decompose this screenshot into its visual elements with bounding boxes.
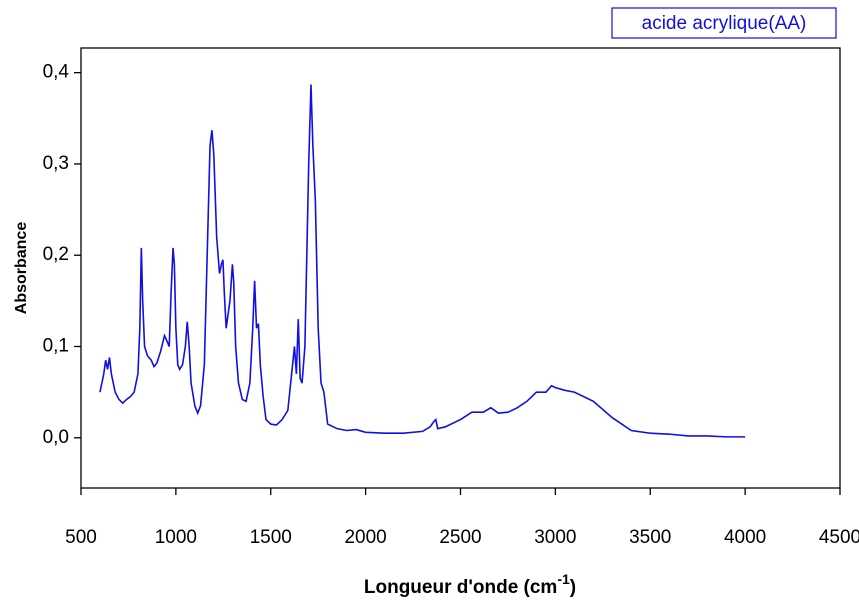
x-tick-label: 1000 [155, 527, 197, 548]
x-tick-label: 500 [65, 527, 97, 548]
legend-label: acide acrylique(AA) [642, 13, 807, 34]
y-axis-label: Absorbance [13, 222, 30, 315]
y-tick-label: 0,0 [43, 427, 69, 448]
x-tick-label: 2000 [344, 527, 386, 548]
y-tick-label: 0,1 [43, 336, 69, 357]
x-label-end: ) [570, 577, 576, 598]
x-tick-label: 3000 [534, 527, 576, 548]
x-label-sup: -1 [557, 571, 570, 587]
x-tick-label: 4000 [724, 527, 766, 548]
x-label-text: Longueur d'onde (cm [364, 577, 557, 598]
x-tick-label: 4500 [819, 527, 859, 548]
plot-frame [80, 47, 841, 489]
spectrum-line [99, 84, 746, 438]
x-tick-label: 1500 [250, 527, 292, 548]
x-tick-label: 2500 [439, 527, 481, 548]
y-tick-label: 0,3 [43, 153, 69, 174]
legend-box [611, 7, 837, 39]
x-axis-label: Longueur d'onde (cm-1) [364, 571, 576, 598]
y-tick-label: 0,2 [43, 244, 69, 265]
x-tick-label: 3500 [629, 527, 671, 548]
y-tick-label: 0,4 [43, 62, 70, 83]
